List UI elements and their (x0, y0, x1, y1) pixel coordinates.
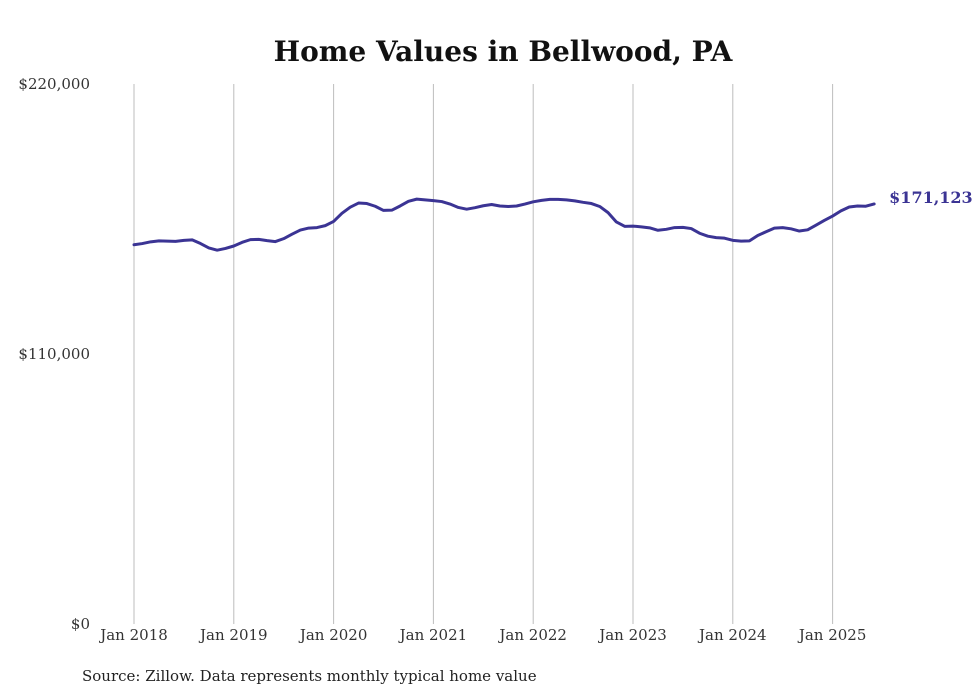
x-tick-label: Jan 2021 (398, 626, 468, 644)
x-tick-label: Jan 2019 (198, 626, 268, 644)
gridlines (133, 84, 834, 624)
y-tick-label: $0 (71, 615, 90, 633)
y-axis-ticks: $0 $110,000 $220,000 (18, 75, 90, 633)
y-tick-label: $220,000 (18, 75, 90, 93)
x-tick-label: Jan 2024 (697, 626, 767, 644)
x-tick-label: Jan 2020 (298, 626, 368, 644)
y-tick-label: $110,000 (18, 345, 90, 363)
series-layer: $171,123 (132, 188, 973, 252)
x-tick-label: Jan 2025 (797, 626, 867, 644)
series-line (132, 197, 876, 252)
end-value-label: $171,123 (889, 188, 973, 207)
x-axis-ticks: Jan 2018 Jan 2019 Jan 2020 Jan 2021 Jan 2022… (98, 626, 866, 644)
chart-title: Home Values in Bellwood, PA (274, 35, 734, 68)
x-tick-label: Jan 2022 (497, 626, 567, 644)
x-tick-label: Jan 2023 (597, 626, 667, 644)
source-note: Source: Zillow. Data represents monthly … (82, 667, 537, 685)
x-tick-label: Jan 2018 (98, 626, 168, 644)
